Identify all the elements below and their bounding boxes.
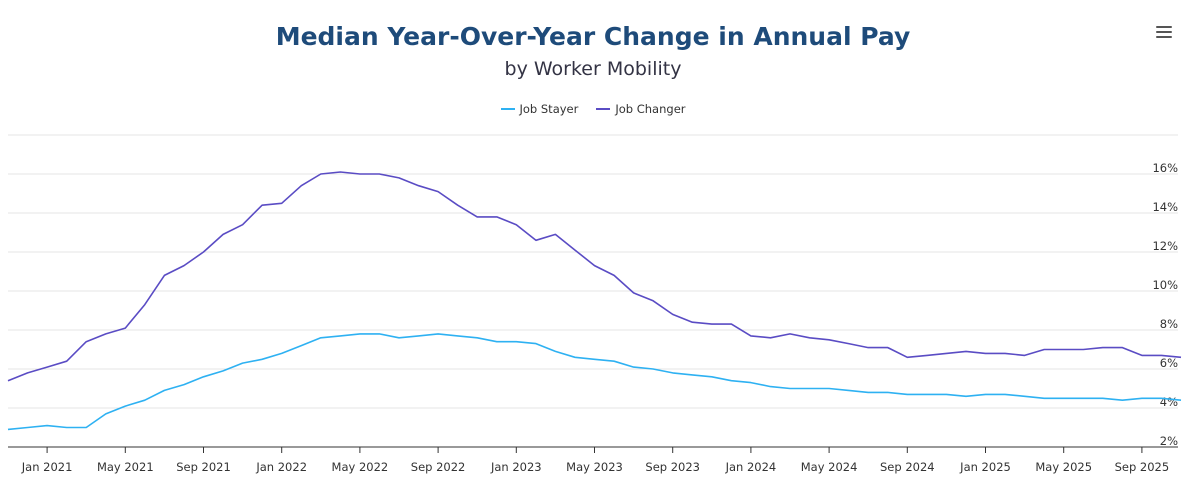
x-tick-label: Jan 2021 bbox=[21, 460, 73, 474]
y-tick-label: 12% bbox=[1152, 239, 1178, 253]
y-tick-label: 4% bbox=[1160, 395, 1178, 409]
x-tick-label: Jan 2023 bbox=[490, 460, 542, 474]
x-tick-label: May 2024 bbox=[801, 460, 858, 474]
x-tick-label: May 2022 bbox=[332, 460, 389, 474]
legend-label-job-changer: Job Changer bbox=[615, 102, 686, 116]
x-tick-label: Sep 2024 bbox=[880, 460, 935, 474]
series-line-job-stayer bbox=[7, 333, 1182, 431]
x-tick-label: May 2023 bbox=[566, 460, 623, 474]
y-tick-label: 2% bbox=[1160, 434, 1178, 448]
chart-subtitle: by Worker Mobility bbox=[504, 58, 682, 80]
legend-item-job-stayer[interactable]: Job Stayer bbox=[500, 102, 579, 116]
hamburger-menu-icon[interactable] bbox=[1156, 26, 1172, 40]
x-tick-label: Sep 2025 bbox=[1115, 460, 1170, 474]
chart-title: Median Year-Over-Year Change in Annual P… bbox=[275, 22, 911, 51]
y-tick-label: 8% bbox=[1160, 317, 1178, 331]
x-tick-label: Sep 2021 bbox=[176, 460, 231, 474]
x-tick-label: Jan 2024 bbox=[725, 460, 777, 474]
legend-swatch-job-changer bbox=[596, 108, 611, 110]
legend-label-job-stayer: Job Stayer bbox=[519, 102, 579, 116]
x-tick-label: Sep 2022 bbox=[411, 460, 466, 474]
chart-legend: Job Stayer Job Changer bbox=[0, 102, 1186, 116]
y-tick-label: 16% bbox=[1152, 161, 1178, 175]
legend-item-job-changer[interactable]: Job Changer bbox=[596, 102, 686, 116]
x-tick-label: Sep 2023 bbox=[645, 460, 700, 474]
legend-swatch-job-stayer bbox=[500, 108, 515, 110]
y-tick-label: 6% bbox=[1160, 356, 1178, 370]
y-tick-label: 14% bbox=[1152, 200, 1178, 214]
x-tick-label: May 2025 bbox=[1035, 460, 1092, 474]
x-tick-label: Jan 2025 bbox=[959, 460, 1011, 474]
x-tick-label: May 2021 bbox=[97, 460, 154, 474]
series-line-job-changer bbox=[7, 171, 1182, 382]
y-tick-label: 10% bbox=[1152, 278, 1178, 292]
x-tick-label: Jan 2022 bbox=[255, 460, 307, 474]
